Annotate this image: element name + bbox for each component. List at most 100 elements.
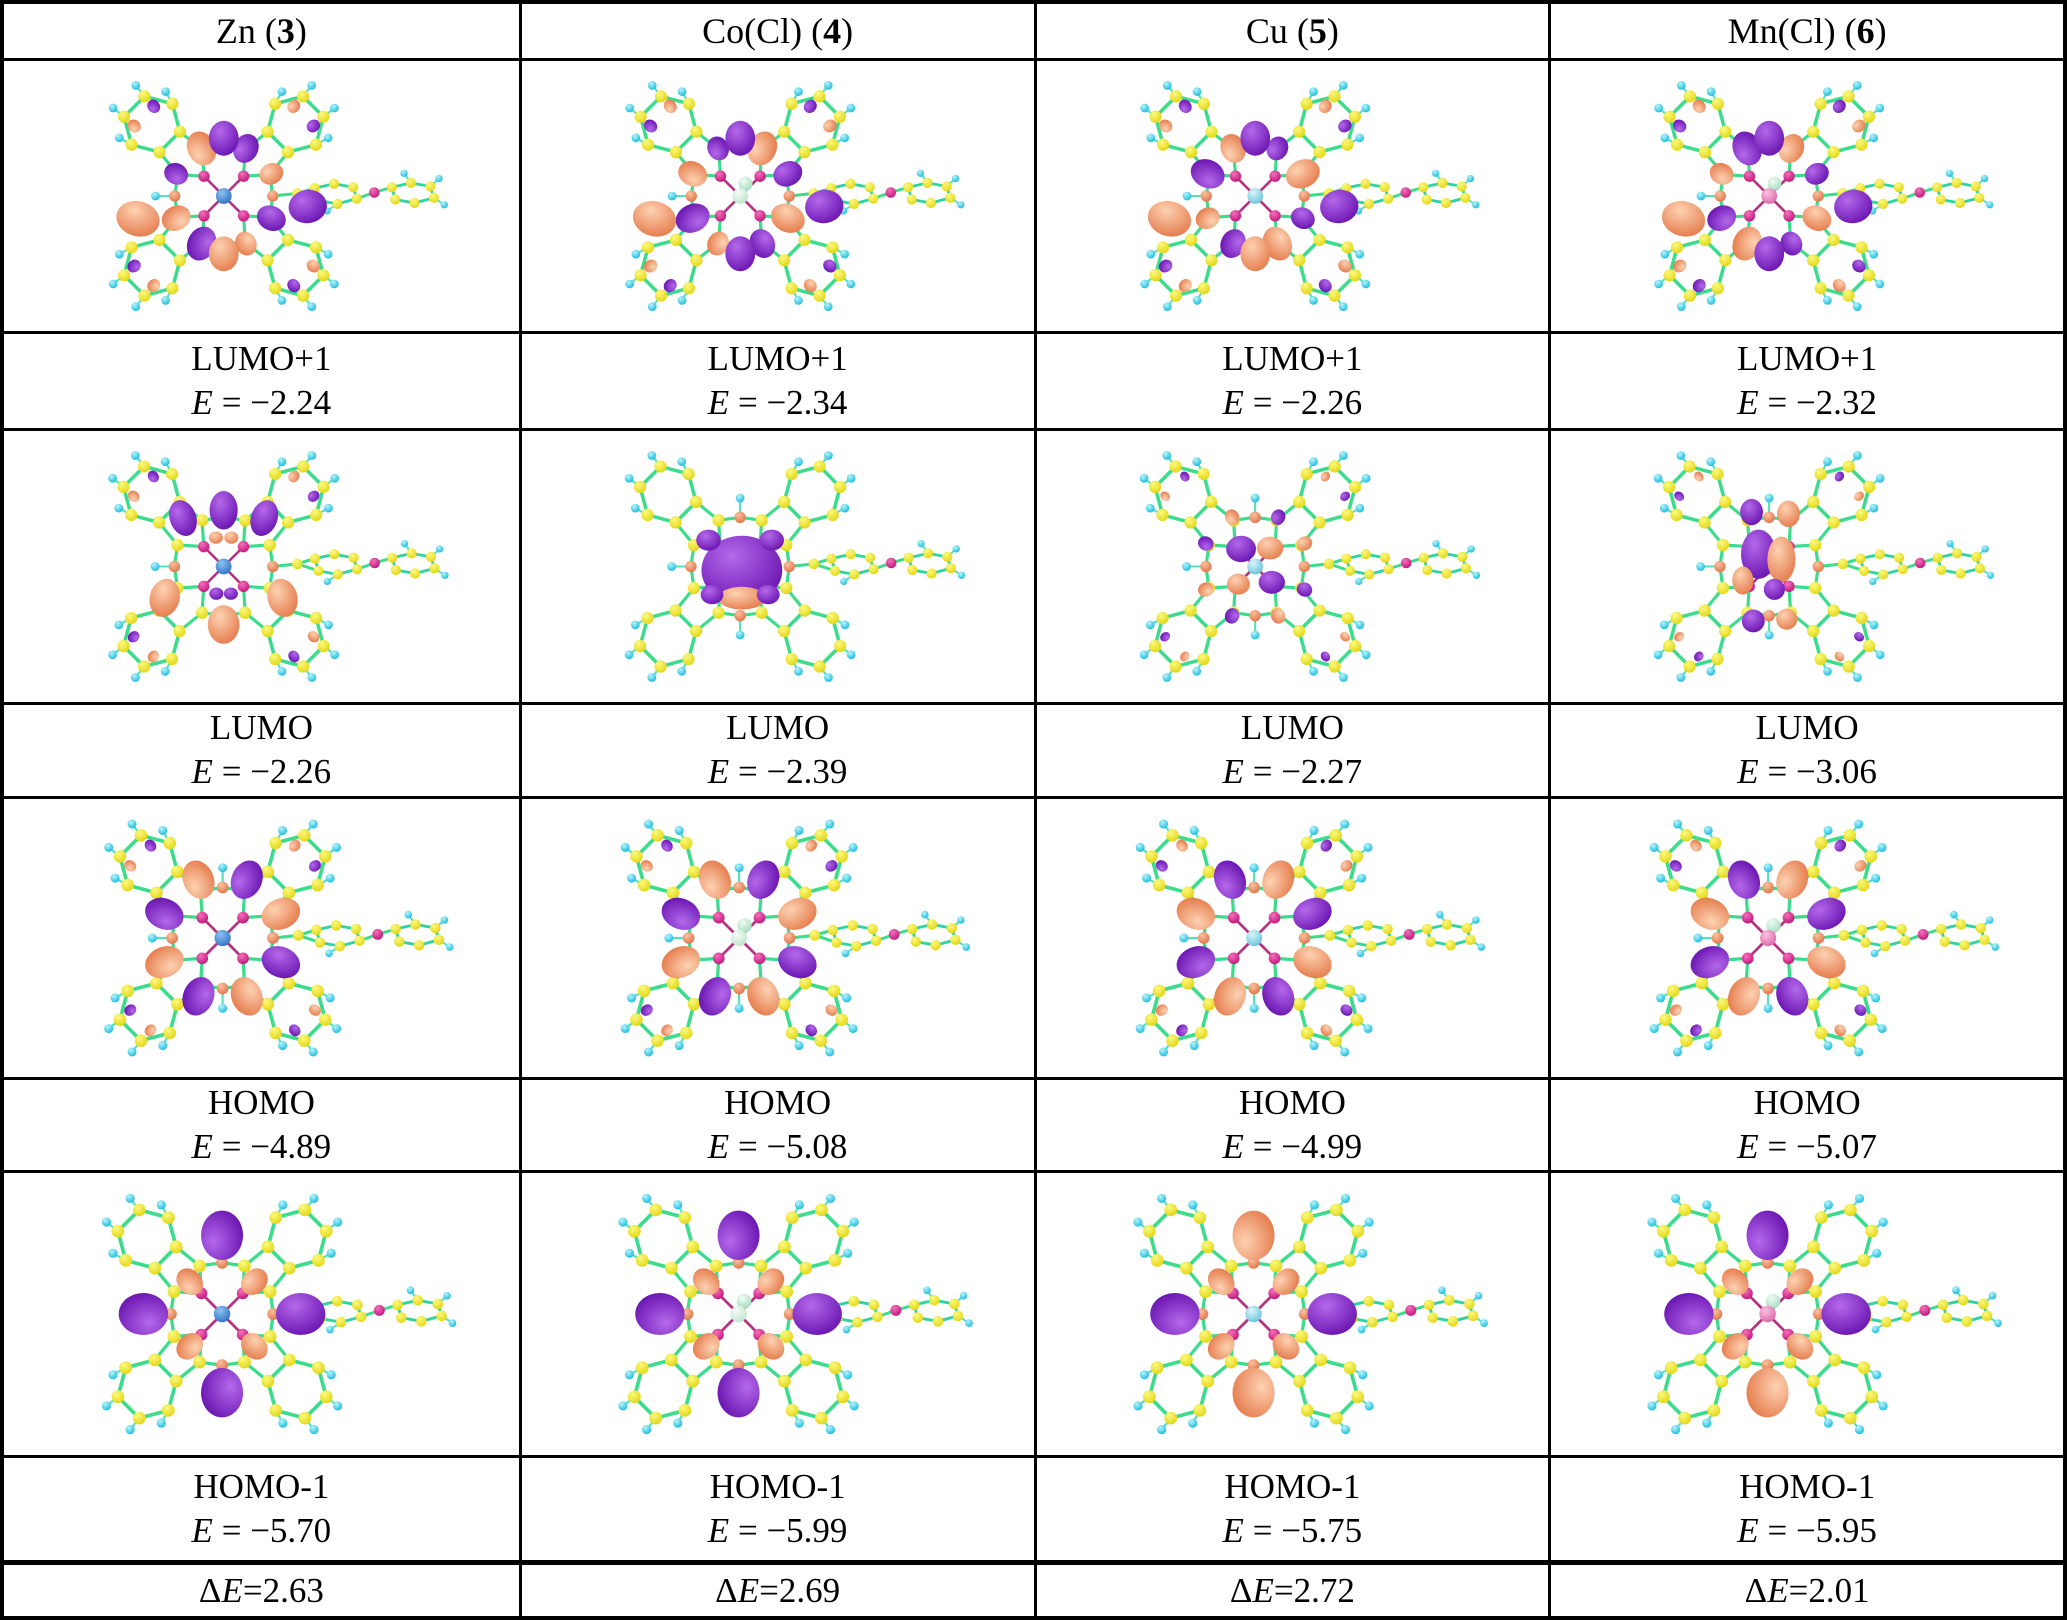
orbital-lobe: [209, 587, 224, 600]
orbital-lobe: [1290, 207, 1315, 230]
energy-symbol: E: [1222, 752, 1244, 791]
orbital-lobe: [288, 650, 300, 663]
energy-value: −2.34: [766, 382, 848, 422]
orbital-lobe: [235, 231, 257, 256]
orbital-name: HOMO-1: [1224, 1466, 1361, 1506]
orbital-lobe: [1690, 946, 1730, 979]
orbital-lobe: [634, 1292, 685, 1336]
energy-symbol: E: [1222, 1126, 1244, 1166]
equals-sign: =: [1273, 1570, 1294, 1610]
orbital-lobe: [1833, 99, 1847, 114]
orbital-lobe-layer: [1662, 99, 1873, 293]
orbital-lobe: [1722, 1268, 1749, 1295]
orbital-lobe: [201, 1210, 244, 1261]
orbital-lobe: [1256, 536, 1283, 560]
atom-layer: [1139, 81, 1479, 311]
energy-symbol: E: [1737, 382, 1759, 422]
orbital-lobe: [201, 1367, 244, 1418]
orbital-image-cell-co-homo1: [518, 1170, 1034, 1455]
orbital-lobe-layer: [124, 839, 321, 1037]
orbital-lobe: [692, 1268, 720, 1295]
orbital-lobe: [1673, 119, 1687, 133]
orbital-lobe: [706, 136, 729, 161]
orbital-lobe: [230, 860, 263, 899]
orbital-lobe: [1262, 226, 1292, 261]
compound-number: 3: [276, 11, 295, 51]
orbital-lobe: [746, 860, 780, 899]
orbital-lobe: [233, 133, 259, 163]
orbital-image-cell-cu-lumo: [1033, 428, 1549, 702]
atom-layer: [1653, 451, 1995, 682]
orbital-lobe: [1319, 1024, 1332, 1037]
orbital-lobe: [1155, 860, 1168, 872]
orbital-lobe: [1176, 897, 1215, 930]
orbital-lobe: [1852, 119, 1866, 133]
atom-layer: [1135, 819, 1485, 1057]
metal-atom: [215, 558, 232, 575]
molecule-orbital-image: [1654, 81, 1994, 311]
orbital-lobe: [224, 531, 239, 544]
column-header-mn: Mn(Cl) (6): [1548, 4, 2063, 58]
orbital-lobe: [1852, 259, 1866, 273]
energy-value: −2.26: [250, 752, 332, 791]
molecule-orbital-image: [1139, 451, 1480, 682]
orbital-lobe: [1175, 839, 1188, 852]
orbital-lobe: [1219, 229, 1246, 259]
delta-e-value: 2.01: [1808, 1570, 1870, 1610]
orbital-lobe: [308, 1004, 321, 1016]
orbital-lobe: [1272, 1268, 1299, 1295]
orbital-lobe: [145, 897, 184, 930]
orbital-lobe: [208, 531, 223, 544]
orbital-lobe: [1319, 189, 1358, 224]
orbital-lobe: [1692, 278, 1706, 293]
orbital-image-cell-mn-homo1: [1548, 1170, 2063, 1455]
equals-sign: =: [212, 752, 251, 791]
orbital-lobe: [1320, 651, 1330, 662]
orbital-lobe: [661, 946, 700, 979]
orbital-lobe: [661, 897, 700, 930]
orbital-lobe: [1854, 860, 1867, 872]
orbital-lobe: [261, 897, 301, 930]
orbital-lobe: [725, 120, 755, 156]
orbital-lobe: [176, 1333, 204, 1360]
equals-sign: =: [1758, 1126, 1796, 1166]
orbital-lobe: [307, 631, 320, 643]
orbital-image-cell-zn-homo1: [4, 1170, 519, 1455]
orbital-lobe: [717, 1367, 760, 1418]
orbital-lobe: [209, 490, 238, 530]
orbital-lobe: [1732, 566, 1754, 595]
orbital-lobe: [1197, 582, 1214, 597]
orbital-lobe: [1742, 609, 1765, 633]
orbital-lobe: [757, 1268, 784, 1295]
orbital-lobe: [1239, 120, 1270, 156]
orbital-lobe: [805, 839, 817, 852]
orbital-lobe: [287, 99, 301, 114]
orbital-lobe: [698, 977, 731, 1016]
orbital-lobe: [147, 99, 161, 114]
orbital-name: LUMO: [209, 708, 313, 748]
orbital-lobe: [1746, 1367, 1789, 1418]
molecule-orbital-image: [104, 819, 454, 1057]
energy-symbol: E: [1222, 382, 1244, 422]
orbital-lobe: [1226, 573, 1250, 595]
orbital-energy: E = −2.26: [192, 752, 332, 791]
orbital-lobe: [147, 278, 161, 293]
atom-layer: [1654, 81, 1994, 311]
orbital-lobe: [1690, 1024, 1702, 1037]
orbital-lobe-layer: [1664, 1210, 1872, 1418]
orbital-lobe: [747, 131, 777, 166]
orbital-image-cell-mn-lumo: [1548, 428, 2063, 702]
orbital-lobe: [1292, 946, 1332, 979]
orbital-lobe: [287, 278, 301, 293]
header-suffix: ): [1874, 11, 1887, 51]
orbital-lobe: [161, 205, 191, 231]
orbital-image-cell-cu-lumo1: [1033, 58, 1549, 331]
orbital-lobe: [640, 1004, 653, 1016]
header-prefix: Zn (: [215, 11, 277, 51]
molecule-orbital-image: [1135, 819, 1485, 1057]
orbital-lobe: [1190, 159, 1225, 189]
equals-sign: =: [1243, 382, 1282, 422]
orbital-label-cell-co-homo: HOMO E = −5.08: [518, 1077, 1034, 1170]
atom-layer: [101, 1193, 457, 1435]
orbital-lobe: [1179, 651, 1190, 662]
